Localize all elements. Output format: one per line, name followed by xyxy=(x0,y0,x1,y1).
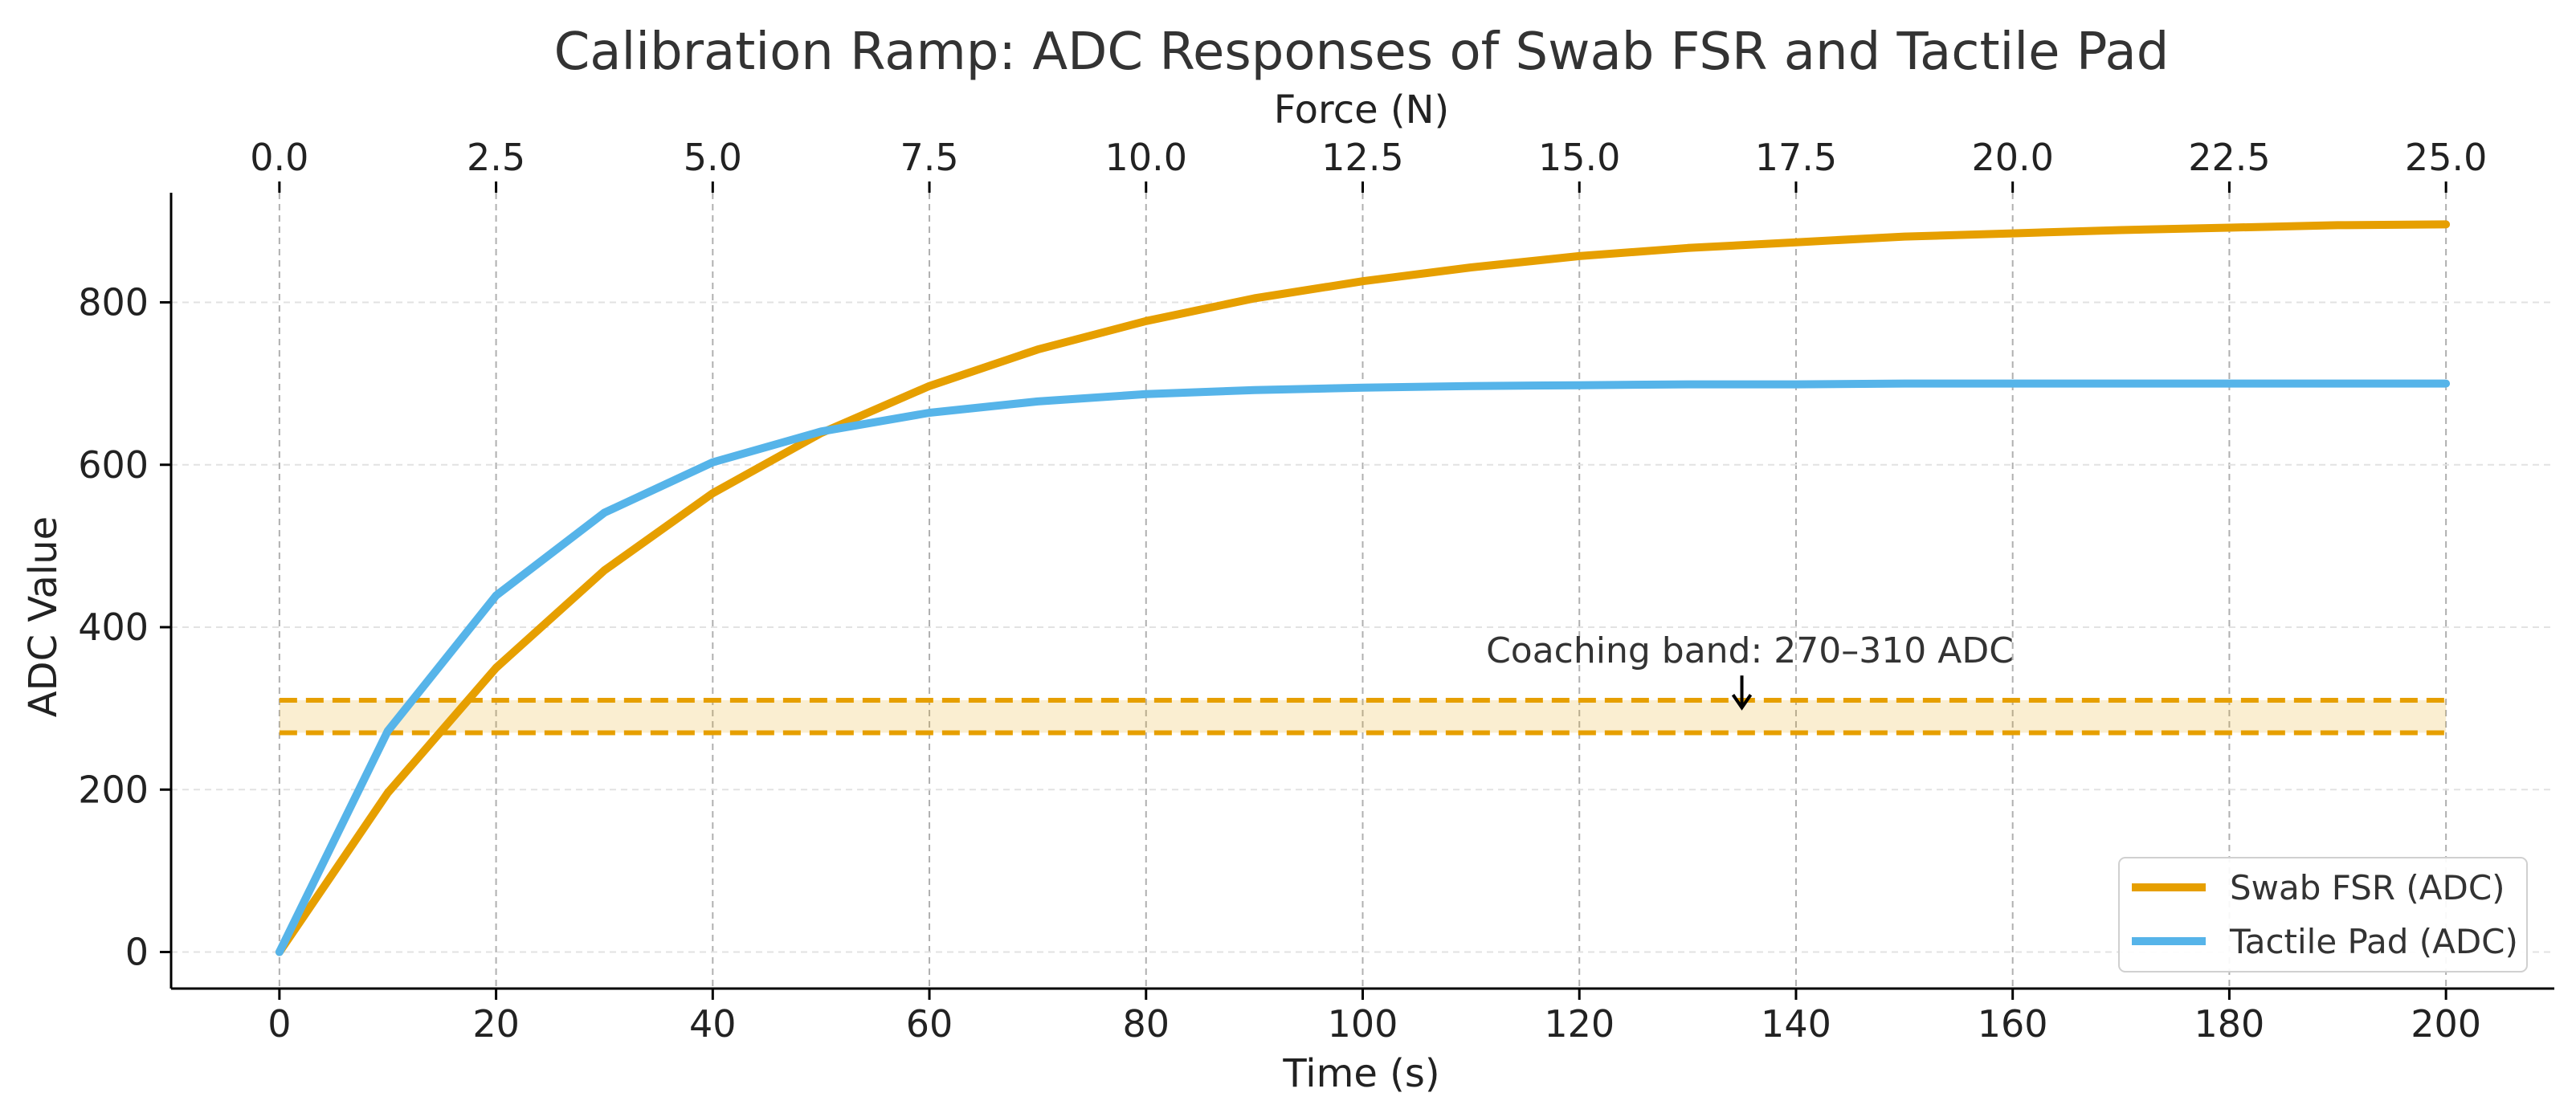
x-tick-label: 120 xyxy=(1544,1002,1615,1046)
top-tick-label: 22.5 xyxy=(2188,136,2270,179)
y-tick-label: 400 xyxy=(78,606,149,649)
swab-fsr-line xyxy=(275,220,2451,956)
band-annotation-label: Coaching band: 270–310 ADC xyxy=(1486,630,2014,671)
top-tick-label: 25.0 xyxy=(2405,136,2487,179)
top-tick-label: 20.0 xyxy=(1971,136,2053,179)
x-tick-label: 20 xyxy=(472,1002,520,1046)
top-axis-label: Force (N) xyxy=(1274,88,1449,133)
x-tick-label: 200 xyxy=(2411,1002,2481,1046)
y-tick-label: 600 xyxy=(78,443,149,487)
tactile-pad-line xyxy=(275,379,2451,956)
y-axis-label: ADC Value xyxy=(21,516,66,717)
chart-title: Calibration Ramp: ADC Responses of Swab … xyxy=(554,22,2170,82)
x-tick-label: 160 xyxy=(1978,1002,2048,1046)
annotation-arrow-head xyxy=(1731,694,1753,711)
legend-box xyxy=(2118,857,2528,972)
grid-layer xyxy=(171,193,2554,989)
x-tick-label: 80 xyxy=(1122,1002,1170,1046)
y-tick-label: 0 xyxy=(125,930,149,973)
x-tick-label: 40 xyxy=(689,1002,737,1046)
y-tick-label: 800 xyxy=(78,281,149,324)
y-tick-label: 200 xyxy=(78,768,149,811)
x-tick-label: 0 xyxy=(267,1002,291,1046)
legend: Swab FSR (ADC) Tactile Pad (ADC) xyxy=(2118,857,2528,972)
coaching-band-fill xyxy=(279,700,2447,733)
legend-label-tactile: Tactile Pad (ADC) xyxy=(2229,922,2518,961)
top-tick-label: 0.0 xyxy=(250,136,308,179)
legend-label-swab: Swab FSR (ADC) xyxy=(2230,868,2505,907)
series-layer xyxy=(275,220,2451,956)
x-tick-label: 100 xyxy=(1328,1002,1398,1046)
annotation-layer: Coaching band: 270–310 ADC xyxy=(1486,630,2014,711)
x-tick-label: 60 xyxy=(906,1002,953,1046)
top-tick-label: 5.0 xyxy=(684,136,742,179)
coaching-band xyxy=(279,698,2447,736)
top-tick-label: 10.0 xyxy=(1105,136,1187,179)
top-tick-label: 7.5 xyxy=(900,136,958,179)
top-tick-label: 17.5 xyxy=(1755,136,1837,179)
top-tick-label: 2.5 xyxy=(467,136,525,179)
x-axis-label: Time (s) xyxy=(1282,1051,1439,1096)
axes-layer: 0 20 40 60 80 100 120 140 160 180 200 0 200 400 600 800… xyxy=(78,136,2554,1046)
x-tick-label: 140 xyxy=(1761,1002,1831,1046)
top-tick-label: 15.0 xyxy=(1538,136,1620,179)
top-tick-label: 12.5 xyxy=(1321,136,1403,179)
x-tick-label: 180 xyxy=(2194,1002,2265,1046)
